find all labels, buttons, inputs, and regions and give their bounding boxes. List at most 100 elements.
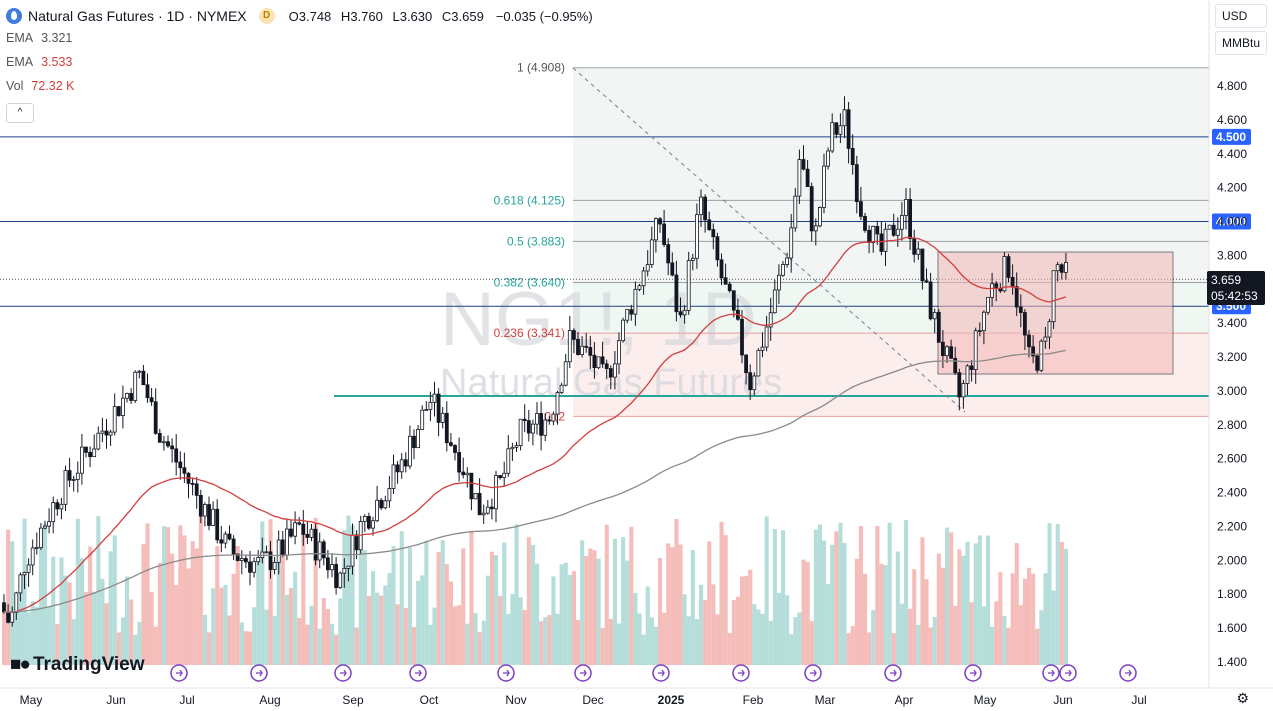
volume-bar bbox=[403, 608, 408, 665]
volume-bar bbox=[756, 609, 761, 665]
candle-body bbox=[633, 288, 638, 315]
x-tick-6: Nov bbox=[505, 693, 526, 707]
volume-bar bbox=[670, 547, 675, 665]
tv-logo-icon: ■● bbox=[10, 654, 31, 675]
candle-body bbox=[506, 448, 511, 474]
volume-bar bbox=[108, 551, 113, 665]
volume-bar bbox=[563, 562, 568, 665]
volume-bar bbox=[71, 619, 76, 665]
volume-bar bbox=[920, 537, 925, 665]
volume-bar bbox=[506, 613, 511, 665]
unit-select[interactable]: MMBtu bbox=[1215, 31, 1267, 55]
candle-body bbox=[350, 534, 355, 567]
candle-body bbox=[965, 365, 970, 384]
candle-body bbox=[84, 446, 88, 453]
candle-body bbox=[362, 516, 367, 522]
volume-bar bbox=[100, 578, 105, 665]
candle-body bbox=[941, 341, 945, 357]
y-tick-5: 3.800 bbox=[1217, 248, 1247, 262]
ema-slow-legend[interactable]: EMA 3.533 bbox=[6, 50, 593, 74]
volume-bar bbox=[309, 605, 314, 665]
volume-bar bbox=[530, 544, 535, 665]
open-key: O bbox=[288, 8, 299, 24]
volume-bar bbox=[313, 517, 318, 665]
candle-body bbox=[617, 340, 621, 365]
candle-body bbox=[649, 239, 654, 265]
volume-bar bbox=[719, 521, 724, 665]
x-tick-12: May bbox=[974, 693, 997, 707]
y-tick-8: 3.200 bbox=[1217, 350, 1247, 364]
volume-bar bbox=[625, 560, 630, 665]
candle-body bbox=[207, 504, 211, 526]
current-price-badge: 3.659 05:42:53 bbox=[1207, 271, 1265, 305]
candle-body bbox=[596, 356, 601, 369]
volume-bar bbox=[694, 618, 699, 665]
candle-body bbox=[481, 512, 486, 516]
volume-bar bbox=[375, 592, 380, 665]
candle-body bbox=[375, 499, 380, 522]
volume-bar bbox=[26, 612, 31, 665]
volume-bar bbox=[38, 542, 43, 665]
y-tick-13: 2.200 bbox=[1217, 519, 1247, 533]
candle-body bbox=[227, 533, 232, 540]
volume-bar bbox=[1059, 542, 1064, 665]
candle-body bbox=[916, 248, 921, 255]
volume-bar bbox=[949, 532, 954, 665]
volume-bar bbox=[543, 617, 548, 665]
volume-bar bbox=[161, 526, 166, 665]
volume-bar bbox=[608, 618, 613, 665]
candle-body bbox=[26, 564, 31, 573]
volume-legend[interactable]: Vol 72.32 K bbox=[6, 74, 593, 98]
candle-body bbox=[2, 602, 6, 613]
candle-body bbox=[14, 592, 19, 613]
candle-body bbox=[264, 551, 269, 554]
candle-body bbox=[822, 165, 826, 208]
volume-bar bbox=[1031, 573, 1036, 665]
volume-bar bbox=[867, 632, 872, 665]
delayed-badge[interactable]: D bbox=[258, 8, 275, 24]
volume-bar bbox=[276, 550, 281, 665]
price-change: −0.035 (−0.95%) bbox=[495, 8, 593, 24]
candle-body bbox=[469, 472, 474, 500]
volume-bar bbox=[592, 550, 597, 665]
candle-body bbox=[764, 326, 769, 348]
volume-bar bbox=[481, 620, 486, 665]
volume-bar bbox=[133, 634, 138, 665]
candle-body bbox=[768, 312, 773, 328]
settings-gear-icon[interactable]: ⚙ bbox=[1236, 690, 1249, 706]
candle-body bbox=[826, 150, 830, 167]
candle-body bbox=[338, 572, 343, 588]
candle-body bbox=[961, 383, 966, 398]
candle-body bbox=[1051, 270, 1056, 323]
candle-body bbox=[252, 561, 257, 573]
x-tick-10: Mar bbox=[815, 693, 836, 707]
candle-body bbox=[448, 442, 453, 446]
y-tick-15: 1.800 bbox=[1217, 587, 1247, 601]
tradingview-logo[interactable]: ■● TradingView bbox=[10, 654, 145, 676]
candle-body bbox=[416, 429, 421, 449]
candle-body bbox=[707, 219, 712, 230]
candle-body bbox=[949, 346, 953, 359]
currency-select[interactable]: USD bbox=[1215, 4, 1267, 28]
candle-body bbox=[1031, 346, 1035, 357]
x-tick-7: Dec bbox=[582, 693, 603, 707]
volume-bar bbox=[420, 575, 425, 665]
candle-body bbox=[215, 508, 220, 541]
x-tick-3: Aug bbox=[259, 693, 280, 707]
collapse-legend-button[interactable]: ^ bbox=[6, 103, 34, 123]
y-tick-2: 4.400 bbox=[1217, 147, 1247, 161]
volume-bar bbox=[551, 576, 556, 665]
event-arrow-icon-0 bbox=[176, 669, 183, 677]
volume-bar bbox=[899, 603, 904, 665]
candle-body bbox=[670, 262, 675, 276]
close-key: C bbox=[441, 8, 452, 24]
candle-body bbox=[1006, 256, 1011, 278]
volume-bar bbox=[891, 633, 896, 665]
candle-body bbox=[719, 259, 724, 279]
ema-fast-legend[interactable]: EMA 3.321 bbox=[6, 26, 593, 50]
candle-body bbox=[1064, 261, 1068, 273]
candle-body bbox=[104, 430, 109, 436]
symbol-title[interactable]: Natural Gas Futures · 1D · NYMEX bbox=[28, 8, 247, 24]
volume-bar bbox=[588, 548, 593, 665]
